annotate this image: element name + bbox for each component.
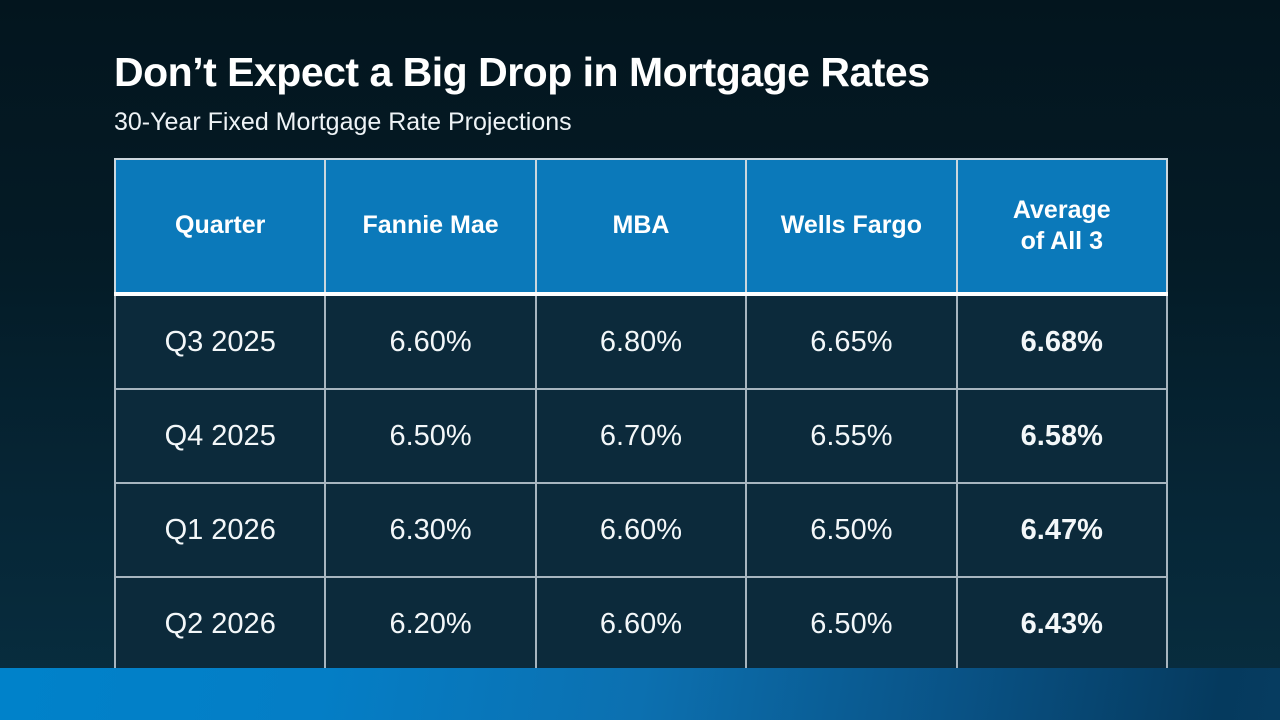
mortgage-rate-table-container: Quarter Fannie Mae MBA Wells Fargo Avera…	[113, 158, 1169, 673]
cell-average: 6.47%	[955, 482, 1169, 578]
mortgage-rate-projections-table: Quarter Fannie Mae MBA Wells Fargo Avera…	[113, 158, 1169, 673]
cell-wells-fargo: 6.50%	[745, 482, 958, 578]
cell-wells-fargo: 6.50%	[745, 576, 958, 673]
column-header-quarter: Quarter	[113, 158, 327, 296]
column-header-mba: MBA	[534, 158, 748, 296]
table-row-q1-2026: Q1 2026 6.30% 6.60% 6.50% 6.47%	[113, 482, 1169, 578]
cell-average: 6.68%	[955, 293, 1169, 390]
cell-fannie-mae: 6.20%	[324, 576, 537, 673]
cell-average: 6.43%	[955, 576, 1169, 673]
cell-mba: 6.60%	[534, 482, 748, 578]
table-header-row: Quarter Fannie Mae MBA Wells Fargo Avera…	[113, 158, 1169, 296]
cell-mba: 6.80%	[534, 293, 748, 390]
cell-quarter: Q2 2026	[113, 576, 327, 673]
cell-fannie-mae: 6.30%	[324, 482, 537, 578]
slide-subtitle: 30-Year Fixed Mortgage Rate Projections	[114, 108, 572, 136]
table-row-q4-2025: Q4 2025 6.50% 6.70% 6.55% 6.58%	[113, 388, 1169, 484]
bottom-accent-bar	[0, 668, 1280, 720]
cell-quarter: Q1 2026	[113, 482, 327, 578]
cell-mba: 6.60%	[534, 576, 748, 673]
cell-fannie-mae: 6.50%	[324, 388, 537, 484]
cell-quarter: Q4 2025	[113, 388, 327, 484]
cell-wells-fargo: 6.65%	[745, 293, 958, 390]
column-header-average: Average of All 3	[955, 158, 1169, 296]
table-row-q3-2025: Q3 2025 6.60% 6.80% 6.65% 6.68%	[113, 293, 1169, 390]
cell-wells-fargo: 6.55%	[745, 388, 958, 484]
cell-average: 6.58%	[955, 388, 1169, 484]
table-row-q2-2026: Q2 2026 6.20% 6.60% 6.50% 6.43%	[113, 576, 1169, 673]
cell-mba: 6.70%	[534, 388, 748, 484]
column-header-wells-fargo: Wells Fargo	[745, 158, 958, 296]
cell-fannie-mae: 6.60%	[324, 293, 537, 390]
slide-title: Don’t Expect a Big Drop in Mortgage Rate…	[114, 49, 930, 95]
cell-quarter: Q3 2025	[113, 293, 327, 390]
column-header-fannie-mae: Fannie Mae	[324, 158, 537, 296]
